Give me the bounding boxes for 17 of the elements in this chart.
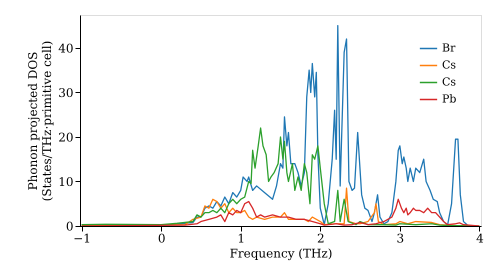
x-tick-label: 2	[316, 232, 325, 246]
x-tick-label: 0	[158, 232, 166, 246]
legend-label: Cs	[442, 58, 456, 72]
legend-label: Pb	[442, 92, 456, 106]
y-tick-label: 30	[58, 86, 74, 100]
y-tick-label: 20	[58, 130, 74, 144]
legend-label: Br	[442, 42, 456, 54]
legend-label: Cs	[442, 76, 456, 88]
x-tick-label: −1	[73, 232, 91, 246]
x-axis-title: Frequency (THz)	[230, 246, 332, 260]
y-axis-title: Phonon projected DOS (States/THz·primitive cell)	[26, 40, 54, 202]
x-tick-label: 3	[396, 232, 404, 246]
y-tick-label: 40	[58, 41, 74, 56]
x-tick-label: 4	[476, 232, 484, 246]
y-tick-label: 10	[58, 174, 74, 189]
y-tick-label: 0	[66, 220, 74, 234]
x-tick-label: 1	[237, 232, 246, 246]
